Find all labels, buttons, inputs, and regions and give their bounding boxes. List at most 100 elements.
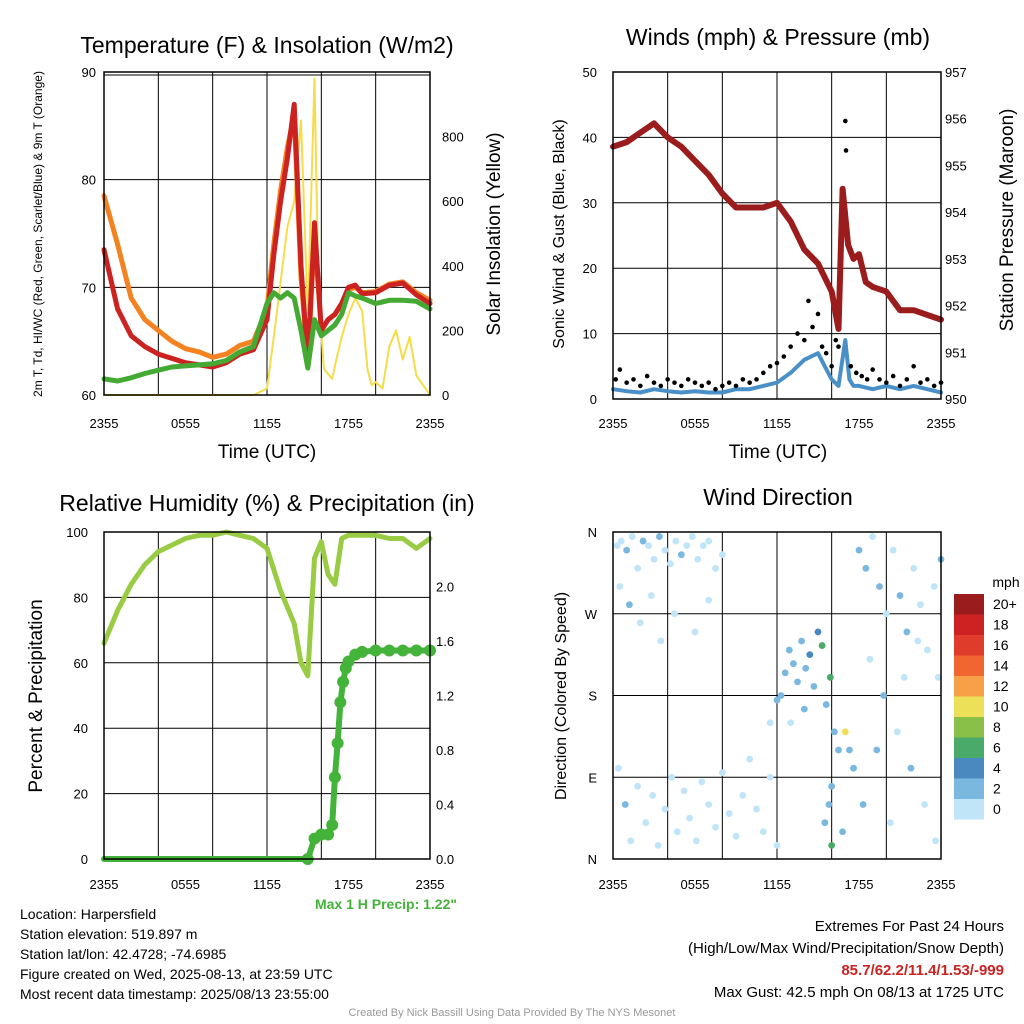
temp-series-line-2 (101, 290, 433, 384)
gust-point-3 (631, 377, 636, 382)
gust-point-29 (806, 298, 811, 304)
dir-point-1 (617, 537, 625, 545)
rh-frame (103, 531, 431, 860)
colorbar-swatch-9 (954, 778, 984, 799)
dir-point-35 (661, 805, 669, 813)
max-precip-note: Max 1 H Precip: 1.22" (315, 896, 457, 912)
temp-ylabel: 2m T, Td, HI/WC (Red, Green, Scarlet/Blu… (31, 71, 45, 397)
gust-point-17 (726, 380, 732, 385)
temp-y2tick-0: 0 (442, 388, 449, 403)
dir-ytick-2: S (588, 689, 597, 704)
gust-point-49 (911, 364, 916, 369)
dir-point-30 (627, 837, 635, 845)
dir-point-84 (882, 610, 890, 618)
dir-point-102 (887, 819, 894, 827)
colorbar-label-10: 0 (993, 801, 1001, 817)
dir-point-18 (712, 564, 719, 572)
colorbar-label-7: 6 (993, 740, 1001, 756)
wind-y2tick-4: 954 (945, 205, 967, 220)
colorbar-label-4: 12 (993, 678, 1009, 694)
dir-point-76 (828, 782, 836, 790)
dir-point-6 (645, 542, 652, 550)
gust-point-9 (672, 380, 677, 385)
dir-point-15 (694, 555, 702, 563)
rh-xtick-1: 0555 (171, 877, 200, 892)
dir-point-77 (821, 819, 829, 827)
extremes-values: 85.7/62.2/11.4/1.53/-999 (841, 962, 1004, 979)
wind-ytick-1: 10 (583, 327, 597, 342)
dir-point-7 (650, 555, 658, 563)
dir-point-57 (794, 678, 801, 686)
dir-point-61 (810, 683, 818, 690)
wind-y2label: Station Pressure (Maroon) (997, 109, 1018, 332)
gust-point-15 (713, 386, 718, 392)
dir-point-3 (628, 533, 636, 540)
colorbar-label-9: 2 (993, 781, 1001, 797)
colorbar-label-1: 18 (993, 617, 1009, 633)
dir-point-93 (934, 673, 942, 681)
colorbar-swatch-2 (954, 635, 984, 656)
dir-point-41 (698, 778, 706, 786)
rh-title: Relative Humidity (%) & Precipitation (i… (59, 490, 474, 516)
gust-point-35 (833, 337, 839, 343)
credit-text: Created By Nick Bassill Using Data Provi… (348, 1007, 676, 1019)
temp-xtick-4: 2355 (416, 416, 445, 431)
dir-point-55 (785, 646, 793, 654)
dir-point-24 (657, 637, 665, 645)
wind-xtick-4: 2355 (927, 416, 956, 431)
dir-point-19 (718, 551, 726, 559)
dir-title: Wind Direction (703, 484, 853, 510)
dir-point-103 (900, 673, 908, 681)
dir-point-22 (636, 619, 644, 627)
rh-y2tick-5: 2.0 (436, 580, 454, 595)
extremes-gust: Max Gust: 42.5 mph On 08/13 at 1725 UTC (713, 984, 1004, 1001)
colorbar-label-8: 4 (993, 760, 1001, 776)
dir-point-59 (802, 664, 810, 672)
wind-y2tick-6: 956 (945, 112, 967, 127)
wind-y2tick-0: 950 (945, 392, 967, 407)
colorbar-swatch-4 (954, 676, 984, 697)
dir-point-44 (718, 769, 726, 777)
dir-point-29 (621, 801, 629, 808)
wind-y2tick-7: 957 (945, 65, 967, 80)
dir-point-96 (893, 728, 901, 736)
wind-xtick-1: 0555 (681, 416, 710, 431)
wind-ytick-4: 40 (583, 130, 597, 145)
precip-point-18 (322, 828, 335, 841)
dir-point-32 (642, 819, 650, 827)
gust-point-50 (918, 380, 923, 385)
colorbar-title: mph (992, 574, 1019, 590)
wind-title: Winds (mph) & Pressure (mb) (626, 24, 930, 50)
dir-point-101 (873, 746, 881, 754)
wind-y2tick-5: 955 (945, 158, 967, 173)
dir-point-54 (781, 669, 789, 677)
dir-point-13 (683, 542, 691, 550)
dir-point-5 (639, 537, 647, 545)
extremes-subtitle: (High/Low/Max Wind/Precipitation/Snow De… (688, 940, 1004, 957)
gust-point-26 (788, 344, 793, 349)
dir-point-65 (826, 673, 834, 681)
gust-point-38 (843, 148, 849, 153)
gust-point-8 (665, 377, 670, 382)
colorbar-label-6: 8 (993, 719, 1001, 735)
dir-point-21 (626, 601, 633, 609)
latlon-text: Station lat/lon: 42.4728; -74.6985 (20, 946, 227, 962)
gust-point-32 (819, 344, 825, 349)
temp-ytick-2: 80 (82, 173, 96, 188)
dir-point-85 (889, 546, 897, 554)
dir-ytick-0: N (588, 852, 597, 867)
dir-point-49 (753, 805, 760, 813)
gust-point-46 (890, 373, 896, 379)
dir-point-81 (862, 564, 870, 572)
wind-ytick-2: 20 (583, 261, 597, 276)
dir-point-82 (869, 533, 877, 540)
wind-y2tick-1: 951 (945, 345, 967, 360)
dir-point-74 (787, 719, 795, 727)
dir-point-20 (616, 583, 624, 590)
dir-point-23 (647, 592, 655, 599)
colorbar-label-3: 14 (993, 658, 1009, 674)
dir-point-104 (914, 637, 922, 645)
dir-point-64 (822, 701, 830, 708)
gust-point-51 (925, 377, 930, 382)
dir-point-53 (777, 692, 785, 699)
